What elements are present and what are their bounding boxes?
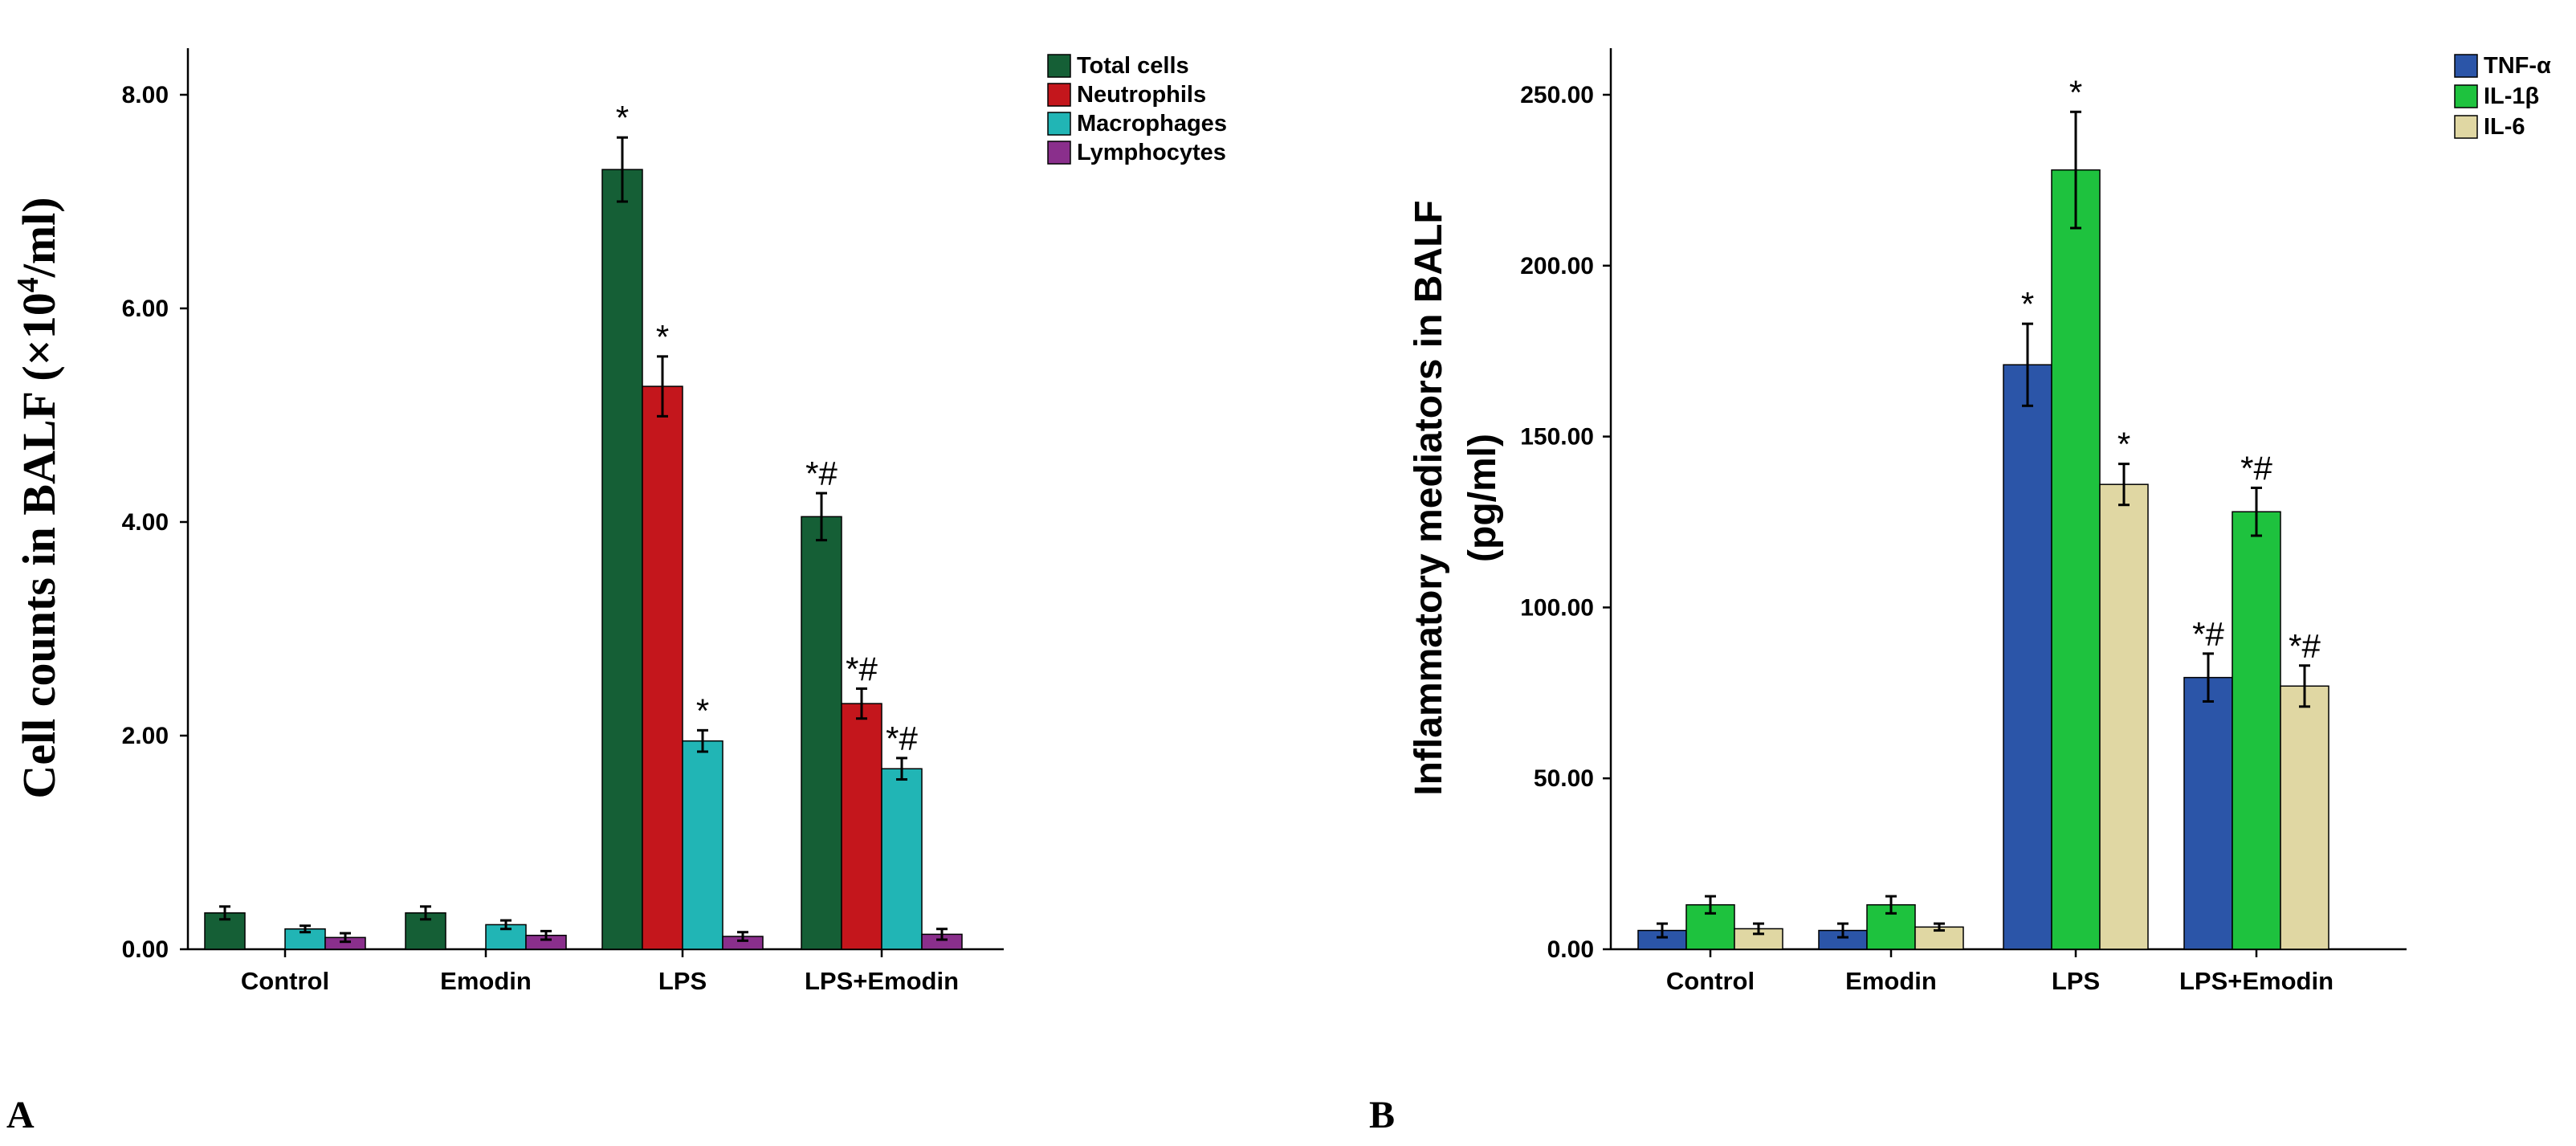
panel-b-bar bbox=[2051, 169, 2101, 950]
panel-a-legend-label: Total cells bbox=[1077, 53, 1189, 79]
panel-b-legend-swatch bbox=[2454, 54, 2478, 78]
panel-b-bar bbox=[2232, 511, 2281, 950]
panel-b-significance-label: *# bbox=[2240, 449, 2272, 487]
panel-a-significance-label: *# bbox=[846, 650, 878, 687]
panel-b-significance-label: * bbox=[2069, 73, 2082, 111]
panel-a-y-tick-label: 8.00 bbox=[122, 82, 169, 108]
panel-a-bar bbox=[801, 516, 842, 950]
panel-a-y-tick-label: 4.00 bbox=[122, 509, 169, 536]
panel-b-y-tick-label: 250.00 bbox=[1520, 82, 1594, 108]
panel-a-significance-label: *# bbox=[805, 455, 838, 492]
panel-b-y-axis-label-unit: (pg/ml) bbox=[1461, 434, 1504, 562]
panel-a-legend-label: Neutrophils bbox=[1077, 82, 1206, 108]
panel-b-y-tick-label: 50.00 bbox=[1534, 765, 1594, 792]
panel-b-category-label: LPS bbox=[2052, 967, 2100, 995]
panel-b-significance-label: *# bbox=[2192, 615, 2224, 653]
panel-b-legend-label: TNF-α bbox=[2484, 53, 2551, 79]
panel-a-y-axis-label: Cell counts in BALF (×104/ml) bbox=[11, 197, 65, 798]
panel-b-legend-label: IL-6 bbox=[2484, 114, 2525, 140]
panel-a-bar bbox=[841, 703, 882, 950]
panel-a-legend-swatch bbox=[1047, 141, 1071, 165]
panel-b-y-tick-label: 150.00 bbox=[1520, 424, 1594, 451]
panel-a-legend-swatch bbox=[1047, 83, 1071, 107]
panel-b-chart: 0.00 50.00 100.00 150.00 200.00 250.00 Control… bbox=[1369, 48, 2551, 1136]
panel-a-category-label: Control bbox=[241, 967, 329, 995]
panel-b-y-axis-label: Inflammatory mediators in BALF bbox=[1408, 200, 1450, 795]
panel-b-bar bbox=[2003, 364, 2052, 950]
panel-b-legend: TNF-α IL-1β IL-6 bbox=[2454, 53, 2551, 140]
panel-b-legend-label: IL-1β bbox=[2484, 84, 2539, 109]
panel-b-category-label: Emodin bbox=[1845, 967, 1937, 995]
panel-a-category-label: LPS bbox=[658, 967, 707, 995]
panel-a-category-label: LPS+Emodin bbox=[805, 967, 959, 995]
panel-b-bar bbox=[2280, 685, 2329, 950]
panel-a-y-tick-label: 6.00 bbox=[122, 296, 169, 322]
panel-a-category-label: Emodin bbox=[440, 967, 532, 995]
panel-a-y-tick-label: 0.00 bbox=[122, 936, 169, 963]
panel-b-y-tick-label: 200.00 bbox=[1520, 253, 1594, 279]
panel-b-y-tick-label: 0.00 bbox=[1547, 936, 1594, 963]
panel-b-significance-label: *# bbox=[2289, 627, 2321, 665]
panel-b-letter: B bbox=[1369, 1094, 1395, 1136]
panel-a-y-tick-label: 2.00 bbox=[122, 723, 169, 749]
panel-a-significance-label: * bbox=[656, 318, 669, 356]
panel-a-bar bbox=[881, 768, 923, 950]
panel-b-significance-label: * bbox=[2021, 285, 2034, 323]
panel-b-legend-swatch bbox=[2454, 115, 2478, 139]
panel-a-significance-label: * bbox=[696, 691, 709, 729]
panel-a-bar bbox=[642, 385, 683, 950]
panel-b-y-tick-label: 100.00 bbox=[1520, 594, 1594, 621]
panel-a-legend: Total cells Neutrophils Macrophages Lymphoc… bbox=[1047, 53, 1227, 165]
panel-a-legend-swatch bbox=[1047, 54, 1071, 78]
panel-a-legend-swatch bbox=[1047, 112, 1071, 136]
panel-b-legend-swatch bbox=[2454, 84, 2478, 108]
panel-a-chart: 0.00 2.00 4.00 6.00 8.00 Control Emodin LPS LPS+… bbox=[6, 48, 1227, 1136]
panel-a-bar bbox=[682, 740, 723, 950]
panel-a-bar bbox=[601, 169, 643, 950]
panel-b-significance-label: * bbox=[2117, 426, 2130, 463]
panel-b-category-label: Control bbox=[1666, 967, 1755, 995]
panel-a-letter: A bbox=[6, 1094, 35, 1136]
panel-a-significance-label: * bbox=[616, 99, 629, 137]
panel-a-legend-label: Lymphocytes bbox=[1077, 140, 1226, 165]
panel-a-significance-label: *# bbox=[886, 720, 918, 757]
panel-b-bar bbox=[2099, 483, 2149, 950]
panel-b-bar bbox=[2183, 676, 2233, 950]
panel-a-legend-label: Macrophages bbox=[1077, 111, 1227, 137]
panel-b-category-label: LPS+Emodin bbox=[2179, 967, 2333, 995]
